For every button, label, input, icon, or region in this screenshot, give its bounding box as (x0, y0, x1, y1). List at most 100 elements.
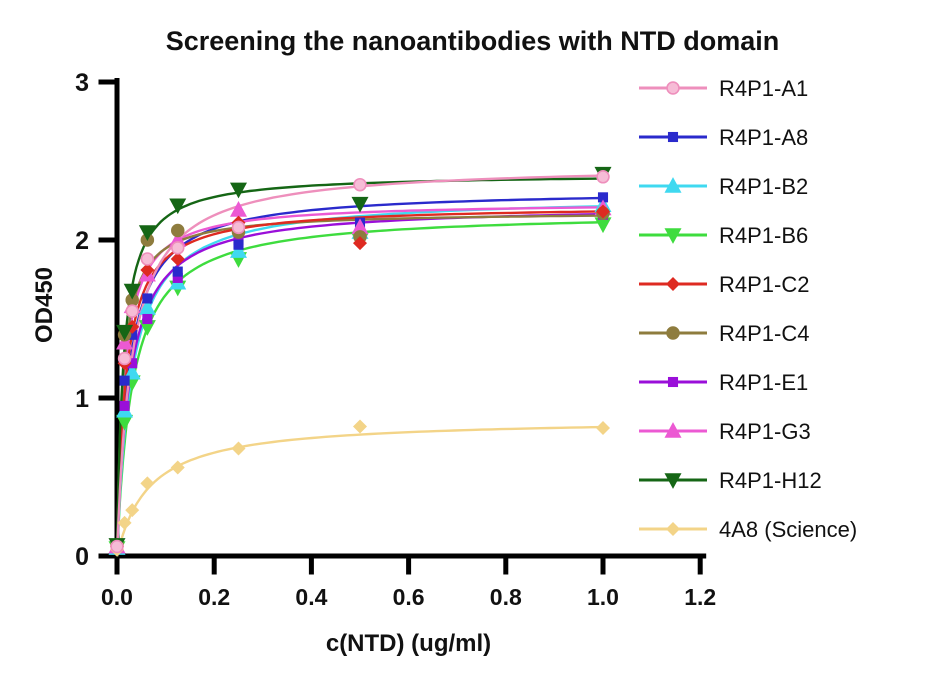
legend-label-R4P1-B6: R4P1-B6 (719, 223, 808, 248)
legend-item-R4P1-H12: R4P1-H12 (639, 468, 822, 493)
legend-item-R4P1-B2: R4P1-B2 (639, 174, 808, 199)
data-point-R4P1-C2 (596, 204, 610, 219)
data-point-4A8 (Science) (596, 421, 610, 436)
data-point-R4P1-A1 (171, 241, 185, 255)
legend-label-R4P1-G3: R4P1-G3 (719, 419, 811, 444)
legend-label-R4P1-H12: R4P1-H12 (719, 468, 822, 493)
data-point-R4P1-A1 (353, 177, 367, 192)
data-point-R4P1-E1 (172, 272, 183, 283)
data-point-R4P1-E1 (142, 313, 153, 325)
axes: 0.0 0.2 0.4 0.6 0.8 1.0 1.2 0 1 2 3 (75, 69, 716, 610)
legend-marker-R4P1-B6 (664, 228, 682, 244)
legend-item-R4P1-C4: R4P1-C4 (639, 321, 809, 346)
x-axis-label: c(NTD) (ug/ml) (325, 630, 492, 657)
legend-marker-R4P1-B2 (664, 177, 682, 193)
y-tick-label: 1 (75, 385, 89, 413)
data-point-R4P1-G3 (116, 333, 134, 350)
series-curve-R4P1-E1 (115, 212, 604, 557)
data-point-R4P1-B6 (116, 414, 134, 431)
data-point-4A8 (Science) (140, 476, 155, 491)
data-point-4A8 (Science) (353, 419, 367, 434)
legend-label-4A8 (Science): 4A8 (Science) (719, 517, 857, 542)
y-tick-label: 2 (75, 227, 89, 255)
data-point-R4P1-C4 (171, 223, 185, 238)
legend-marker-R4P1-A8 (667, 131, 679, 143)
data-point-R4P1-H12 (116, 324, 134, 341)
data-point-R4P1-H12 (123, 283, 141, 300)
legend-item-R4P1-A8: R4P1-A8 (639, 125, 808, 150)
legend-item-R4P1-C2: R4P1-C2 (639, 272, 809, 297)
legend-marker-R4P1-G3 (664, 422, 682, 438)
data-point-R4P1-A8 (172, 266, 183, 277)
series-curve-R4P1-B2 (115, 205, 604, 557)
data-point-R4P1-B2 (230, 242, 247, 258)
x-tick-label: 0.2 (198, 584, 230, 610)
legend: R4P1-A1 R4P1-A8 R4P1-B2 R4P1-B6 R4P1-C2 R4P1-… (639, 76, 857, 542)
data-point-R4P1-G3 (230, 201, 247, 217)
data-point-R4P1-A8 (233, 239, 244, 250)
data-point-R4P1-H12 (169, 198, 187, 215)
legend-label-R4P1-B2: R4P1-B2 (719, 174, 808, 199)
data-point-R4P1-A1 (110, 539, 124, 554)
data-point-R4P1-A8 (127, 329, 138, 340)
x-tick-label: 0.0 (101, 584, 133, 610)
x-tick-label: 0.6 (393, 584, 425, 610)
data-point-R4P1-H12 (138, 225, 156, 242)
series-curve-R4P1-B6 (115, 221, 604, 557)
data-point-R4P1-A1 (117, 351, 132, 366)
x-tick-label: 1.2 (684, 584, 716, 610)
data-point-R4P1-E1 (119, 400, 130, 411)
data-point-R4P1-A1 (231, 220, 246, 235)
data-point-R4P1-H12 (230, 182, 247, 199)
series-points-4A8 (Science) (110, 419, 610, 557)
x-tick-label: 0.8 (490, 584, 522, 610)
legend-item-R4P1-E1: R4P1-E1 (639, 370, 808, 395)
chart-title: Screening the nanoantibodies with NTD do… (165, 26, 780, 56)
legend-item-R4P1-A1: R4P1-A1 (639, 76, 808, 101)
y-tick-label: 0 (75, 543, 89, 571)
legend-marker-R4P1-E1 (667, 376, 679, 388)
data-point-4A8 (Science) (170, 460, 185, 475)
series-curve-R4P1-C2 (115, 210, 604, 557)
x-tick-label: 0.4 (295, 584, 327, 610)
legend-marker-4A8 (Science) (666, 522, 680, 536)
series-curve-R4P1-A8 (115, 196, 604, 557)
data-point-R4P1-A8 (597, 192, 609, 203)
data-point-4A8 (Science) (231, 441, 246, 456)
data-point-R4P1-A1 (125, 304, 139, 318)
data-point-R4P1-A1 (140, 252, 155, 266)
legend-item-R4P1-G3: R4P1-G3 (639, 419, 811, 444)
data-point-R4P1-G3 (351, 218, 369, 235)
legend-item-R4P1-B6: R4P1-B6 (639, 223, 808, 248)
legend-marker-R4P1-A1 (666, 81, 680, 95)
data-point-R4P1-E1 (127, 358, 138, 369)
series-curve-R4P1-C4 (115, 214, 604, 557)
x-tick-label: 1.0 (587, 584, 619, 610)
legend-label-R4P1-E1: R4P1-E1 (719, 370, 808, 395)
data-point-4A8 (Science) (117, 515, 132, 530)
series-points-R4P1-G3 (108, 199, 612, 554)
legend-marker-R4P1-C4 (666, 326, 680, 340)
data-point-R4P1-B2 (138, 299, 156, 315)
data-point-R4P1-C2 (170, 251, 185, 266)
data-point-R4P1-A8 (119, 375, 130, 386)
data-point-R4P1-H12 (351, 196, 369, 213)
legend-label-R4P1-C4: R4P1-C4 (719, 321, 809, 346)
series-points-R4P1-C2 (110, 204, 610, 554)
data-point-R4P1-A8 (142, 293, 153, 304)
legend-label-R4P1-A8: R4P1-A8 (719, 125, 808, 150)
legend-item-4A8 (Science): 4A8 (Science) (639, 517, 857, 542)
data-point-R4P1-C2 (353, 236, 367, 251)
legend-marker-R4P1-H12 (664, 473, 682, 489)
legend-marker-R4P1-C2 (666, 277, 680, 291)
legend-label-R4P1-C2: R4P1-C2 (719, 272, 809, 297)
y-tick-label: 3 (75, 69, 89, 97)
data-point-R4P1-C2 (140, 263, 155, 278)
data-point-4A8 (Science) (125, 503, 140, 518)
data-point-R4P1-A1 (596, 170, 610, 184)
legend-label-R4P1-A1: R4P1-A1 (719, 76, 808, 101)
series-curve-R4P1-G3 (115, 206, 604, 557)
data-point-R4P1-B6 (594, 217, 612, 234)
